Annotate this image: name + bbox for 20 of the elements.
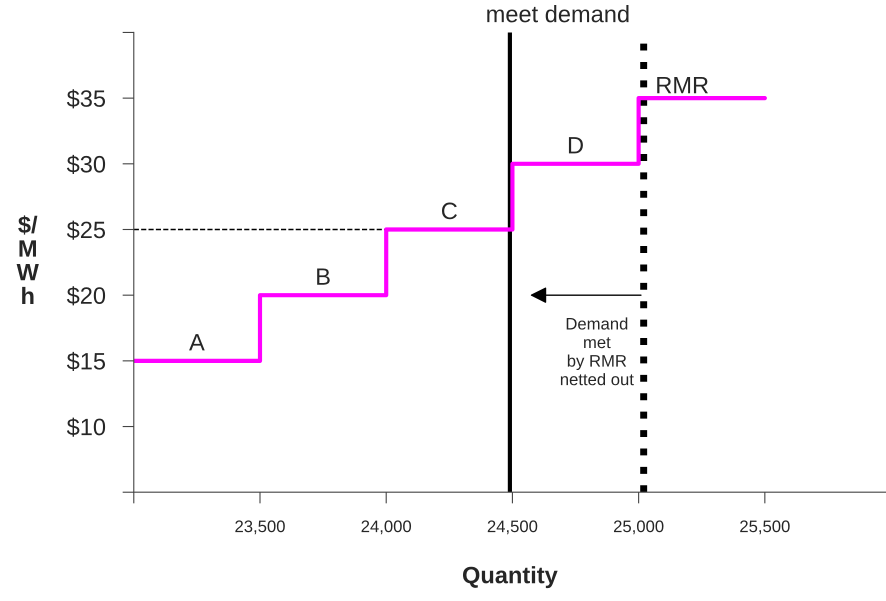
- annotation: B: [317, 268, 330, 285]
- x-tick-label: 25,500: [740, 520, 790, 534]
- y-tick-label: $15: [66, 352, 106, 372]
- y-tick-label: $20: [66, 286, 106, 306]
- y-tick-label: $25: [66, 220, 106, 240]
- x-tick-label: 24,500: [488, 520, 538, 534]
- y-tick-label: $35: [66, 89, 106, 108]
- annotation: C: [442, 202, 457, 220]
- annotation: Demand met by RMR netted out: [560, 317, 634, 386]
- annotation: A: [189, 334, 205, 350]
- y-axis-title: $/MWh: [16, 215, 39, 304]
- x-tick-label: 24,000: [362, 520, 412, 534]
- y-tick-label: $10: [66, 418, 106, 437]
- x-tick-label: 25,000: [614, 520, 664, 534]
- text: meet demand: [487, 5, 629, 22]
- annotation: RMR: [657, 76, 708, 94]
- y-tick-label: $30: [66, 154, 106, 174]
- annotation: D: [568, 137, 583, 154]
- x-axis-title: Quantity: [462, 566, 558, 588]
- x-tick-label: 23,500: [235, 520, 285, 534]
